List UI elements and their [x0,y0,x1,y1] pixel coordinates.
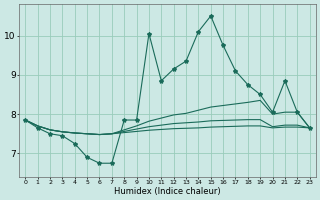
X-axis label: Humidex (Indice chaleur): Humidex (Indice chaleur) [114,187,221,196]
